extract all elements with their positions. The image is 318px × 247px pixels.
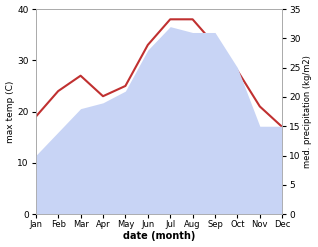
Y-axis label: med. precipitation (kg/m2): med. precipitation (kg/m2) bbox=[303, 55, 313, 168]
X-axis label: date (month): date (month) bbox=[123, 231, 195, 242]
Y-axis label: max temp (C): max temp (C) bbox=[5, 80, 15, 143]
